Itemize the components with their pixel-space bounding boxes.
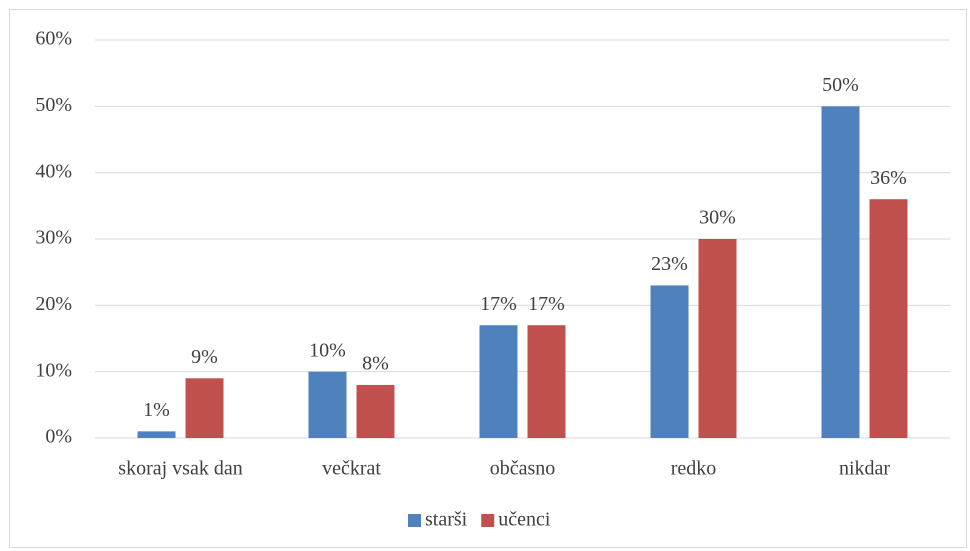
data-label: 23% [651, 253, 688, 275]
data-label: 17% [528, 293, 565, 315]
bar [821, 106, 860, 438]
legend-label: učenci [498, 509, 551, 531]
data-label: 50% [822, 74, 859, 96]
chart-border [9, 9, 967, 548]
data-label: 30% [699, 207, 736, 229]
legend-swatch [408, 514, 421, 527]
legend-label: starši [425, 509, 468, 531]
y-tick-label: 20% [35, 293, 72, 315]
legend-swatch [481, 514, 495, 527]
bar [650, 285, 689, 438]
data-label: 10% [309, 339, 346, 361]
data-label: 9% [191, 346, 218, 368]
x-tick-label: redko [671, 458, 717, 480]
bar [869, 199, 908, 438]
data-label: 1% [143, 399, 170, 421]
data-label: 17% [480, 293, 517, 315]
y-tick-label: 50% [35, 94, 72, 116]
y-tick-label: 30% [35, 227, 72, 249]
bar [308, 371, 347, 438]
bar [479, 325, 518, 438]
bar [185, 378, 224, 438]
y-tick-label: 60% [35, 28, 72, 50]
data-label: 36% [870, 167, 907, 189]
y-tick-label: 40% [35, 160, 72, 182]
bar [137, 431, 176, 438]
x-tick-label: skoraj vsak dan [118, 458, 242, 480]
data-label: 8% [362, 353, 389, 375]
y-tick-label: 10% [35, 359, 72, 381]
bar [698, 239, 737, 438]
x-tick-label: nikdar [839, 458, 890, 480]
x-tick-label: večkrat [322, 458, 381, 480]
y-tick-label: 0% [45, 426, 72, 448]
bar [356, 384, 395, 438]
bar [527, 325, 566, 438]
x-tick-label: občasno [490, 458, 556, 480]
